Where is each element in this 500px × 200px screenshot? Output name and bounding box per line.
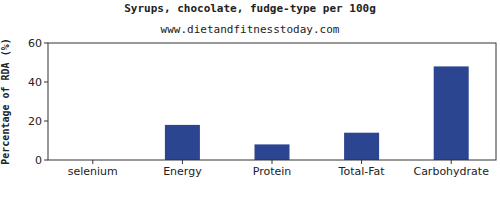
plot-frame (48, 43, 496, 160)
bar (344, 133, 379, 160)
bar (255, 144, 290, 160)
title: Syrups, chocolate, fudge-type per 100g (124, 2, 376, 15)
y-tick-label: 40 (28, 76, 42, 89)
y-tick (44, 43, 48, 44)
x-tick (272, 160, 273, 164)
y-axis-label: Percentage of RDA (%) (0, 38, 11, 164)
x-tick (451, 160, 452, 164)
chart: Syrups, chocolate, fudge-type per 100g ww… (0, 0, 500, 200)
y-tick (44, 160, 48, 161)
bar (434, 66, 469, 160)
y-tick-label: 0 (35, 154, 42, 167)
x-tick (92, 160, 93, 164)
x-tick-label: Total-Fat (338, 165, 386, 178)
y-tick-label: 60 (28, 37, 42, 50)
y-tick (44, 82, 48, 83)
y-tick (44, 121, 48, 122)
y-tick-label: 20 (28, 115, 42, 128)
x-tick (361, 160, 362, 164)
bar (165, 125, 200, 160)
x-tick-label: Protein (253, 165, 292, 178)
x-tick-label: Carbohydrate (413, 165, 489, 178)
subtitle: www.dietandfitnesstoday.com (161, 23, 340, 36)
x-tick-label: selenium (68, 165, 118, 178)
bars (165, 66, 469, 160)
x-tick (182, 160, 183, 164)
x-tick-label: Energy (163, 165, 202, 178)
